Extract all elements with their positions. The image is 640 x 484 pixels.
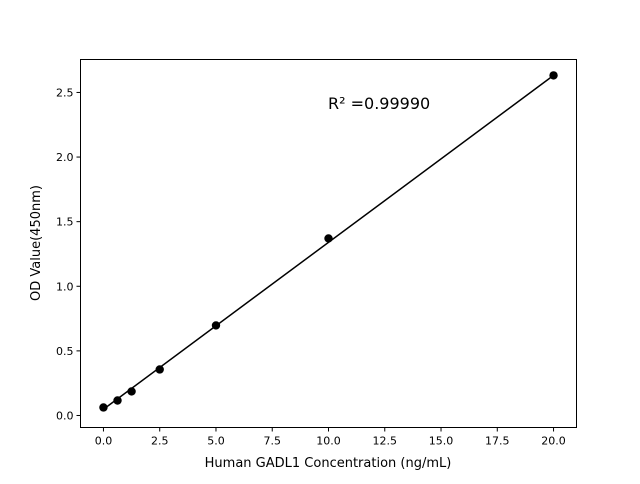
y-tick-label: 1.5 [56,216,74,229]
x-tick-label: 10.0 [316,435,341,448]
data-point [324,234,333,243]
x-tick-label: 0.0 [95,435,113,448]
x-tick-label: 2.5 [151,435,169,448]
x-tick-label: 5.0 [207,435,225,448]
y-tick-label: 0.0 [56,409,74,422]
annotation-r2: R² =0.99990 [328,94,430,113]
y-axis-label: OD Value(450nm) [29,185,44,301]
data-point [113,396,122,405]
data-point [127,387,136,396]
data-point [155,365,164,374]
y-tick-label: 0.5 [56,345,74,358]
y-tick-label: 2.5 [56,86,74,99]
y-tick-label: 1.0 [56,280,74,293]
data-point [211,321,221,330]
data-point [549,71,558,80]
plot-frame [80,59,577,428]
x-tick-label: 12.5 [373,435,398,448]
data-point [99,403,108,412]
x-tick-label: 20.0 [541,435,566,448]
y-tick-label: 2.0 [56,151,74,164]
x-axis-label: Human GADL1 Concentration (ng/mL) [205,456,452,471]
x-tick-label: 17.5 [485,435,510,448]
x-tick-label: 15.0 [429,435,454,448]
x-tick-label: 7.5 [263,435,281,448]
